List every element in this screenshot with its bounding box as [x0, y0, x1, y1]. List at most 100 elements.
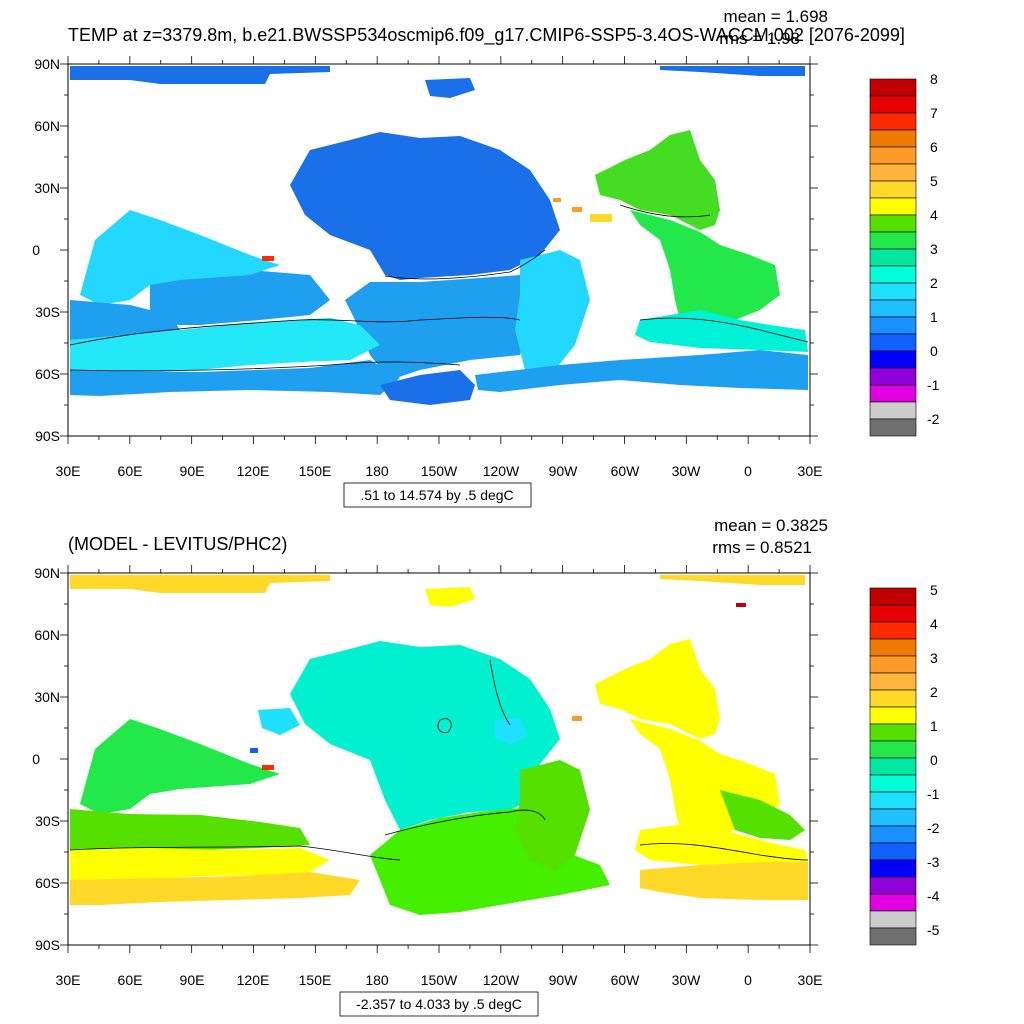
colorbar-swatch — [869, 791, 917, 810]
colorbar-swatch — [869, 265, 917, 284]
colorbar-swatch — [869, 689, 917, 708]
colorbar-label: 6 — [930, 139, 938, 155]
bottom-atlantic-green — [720, 790, 805, 840]
lon-label: 120W — [483, 972, 520, 988]
lat-label: 60S — [35, 875, 60, 891]
bottom-lon-labels: 30E 60E 90E 120E 150E 180 150W 120W 90W … — [56, 972, 823, 988]
top-map-field — [69, 66, 809, 405]
top-contour-line — [69, 316, 521, 346]
colorbar-swatch — [869, 621, 917, 640]
lon-label: 60W — [611, 463, 641, 479]
colorbar-swatch — [869, 350, 917, 369]
lat-label: 90S — [35, 937, 60, 953]
lon-label: 90E — [180, 972, 205, 988]
colorbar-swatch — [869, 655, 917, 674]
bottom-southern-gold — [70, 872, 360, 905]
lon-label: 90E — [180, 463, 205, 479]
top-red-spot — [262, 256, 274, 261]
colorbar-label: 5 — [930, 173, 938, 189]
bottom-contour-line — [384, 809, 546, 836]
colorbar-label: 8 — [930, 71, 938, 87]
top-axis-ticks — [60, 56, 818, 444]
top-indian-south — [70, 300, 180, 340]
colorbar-swatch — [869, 842, 917, 861]
colorbar-label: -2 — [927, 820, 940, 836]
colorbar-label: -3 — [927, 854, 940, 870]
colorbar-swatch — [869, 214, 917, 233]
colorbar-label: 0 — [930, 343, 938, 359]
colorbar-swatch — [869, 129, 917, 148]
colorbar-swatch — [869, 910, 917, 929]
lat-label: 0 — [32, 242, 40, 258]
top-east-pacific — [515, 250, 590, 370]
bottom-lat-labels: 90N 60N 30N 0 30S 60S 90S — [32, 565, 60, 953]
lon-label: 90W — [549, 972, 579, 988]
lon-label: 90W — [549, 463, 579, 479]
bottom-contour-line — [489, 659, 511, 726]
colorbar-swatch — [869, 723, 917, 742]
top-contour-line — [384, 249, 546, 280]
bottom-axis-ticks — [60, 565, 818, 953]
colorbar-label: 1 — [930, 309, 938, 325]
top-lat-labels: 90N 60N 30N 0 30S 60S 90S — [32, 56, 60, 444]
colorbar-swatch — [869, 672, 917, 691]
top-lon-labels: 30E 60E 90E 120E 150E 180 150W 120W 90W … — [56, 463, 823, 479]
bottom-panel-rms: rms = 0.8521 — [712, 538, 812, 557]
bottom-indian-ocean — [80, 719, 280, 814]
bottom-southern-yellow — [70, 848, 330, 882]
top-arctic-blob — [425, 78, 475, 98]
bottom-darkred-spot — [736, 603, 746, 607]
lon-label: 30E — [798, 972, 823, 988]
colorbar-label: 2 — [930, 275, 938, 291]
colorbar-swatch — [869, 893, 917, 912]
bottom-arctic-blob — [425, 587, 475, 607]
colorbar-swatch — [869, 604, 917, 623]
top-atlantic-equator — [630, 210, 780, 335]
top-antarctic-blob — [380, 370, 475, 405]
top-range-label: .51 to 14.574 by .5 degC — [360, 487, 513, 503]
colorbar-label: 1 — [930, 718, 938, 734]
colorbar-swatch — [869, 95, 917, 114]
top-panel-rms: rms = 1.98 — [719, 29, 800, 48]
colorbar-label: -4 — [927, 888, 940, 904]
top-contour-line — [619, 204, 711, 218]
colorbar-swatch — [869, 927, 917, 946]
top-orange-spot — [572, 207, 582, 212]
lon-label: 120W — [483, 463, 520, 479]
lon-label: 0 — [744, 463, 752, 479]
top-colorbar — [869, 78, 917, 437]
colorbar-swatch — [869, 418, 917, 437]
bottom-arctic-east — [660, 575, 805, 585]
top-southwest-pacific — [150, 270, 330, 325]
top-north-atlantic — [595, 130, 720, 230]
colorbar-swatch — [869, 333, 917, 352]
bottom-colorbar — [869, 587, 917, 946]
lon-label: 180 — [365, 463, 389, 479]
colorbar-swatch — [869, 316, 917, 335]
bottom-blue-spot — [250, 748, 258, 753]
colorbar-label: 3 — [930, 241, 938, 257]
colorbar-label: -5 — [927, 922, 940, 938]
colorbar-label: 0 — [930, 752, 938, 768]
colorbar-swatch — [869, 740, 917, 759]
bottom-range-label: -2.357 to 4.033 by .5 degC — [356, 996, 522, 1012]
top-pacific-deep — [290, 132, 560, 280]
bottom-south-atlantic-yellow — [635, 822, 808, 865]
bottom-orange-spot — [572, 716, 582, 721]
lat-label: 90N — [34, 565, 60, 581]
lat-label: 60N — [34, 627, 60, 643]
lon-label: 30W — [672, 972, 702, 988]
bottom-pacific-teal — [290, 641, 560, 830]
bottom-red-spot — [262, 765, 274, 770]
bottom-range-box — [339, 991, 539, 1017]
lat-label: 30S — [35, 813, 60, 829]
lon-label: 150W — [421, 463, 458, 479]
lon-label: 30E — [56, 972, 81, 988]
colorbar-swatch — [869, 808, 917, 827]
top-south-atlantic-cyan — [635, 310, 808, 352]
colorbar-label: -2 — [927, 411, 940, 427]
lon-label: 150E — [299, 972, 332, 988]
bottom-panel-mean: mean = 0.3825 — [714, 516, 828, 535]
colorbar-label: 7 — [930, 105, 938, 121]
